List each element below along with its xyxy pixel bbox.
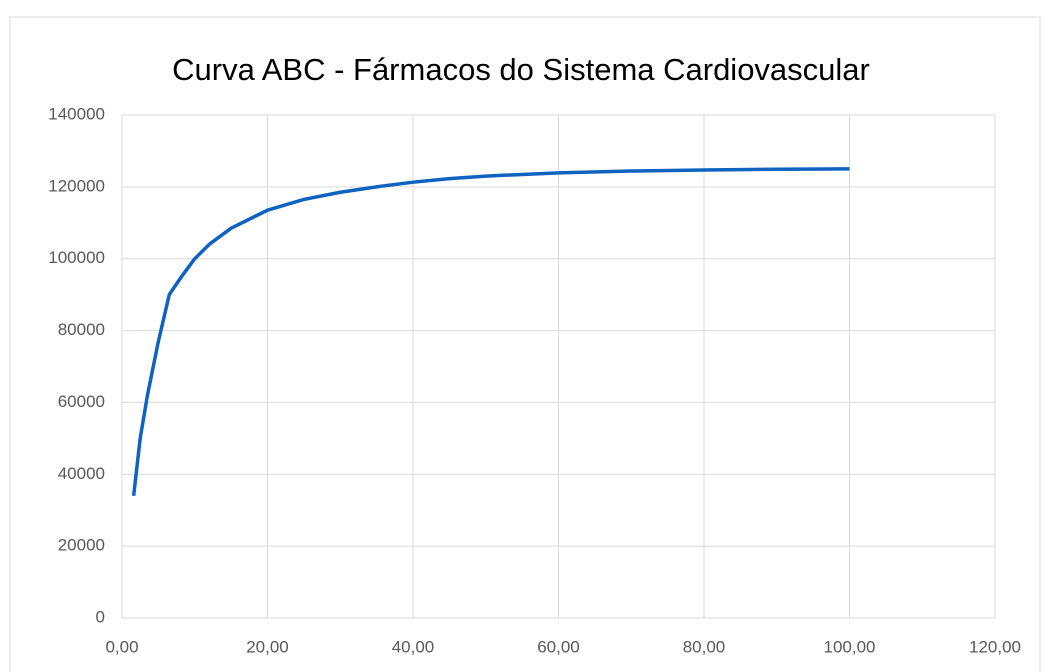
y-tick-label: 0 <box>96 607 105 626</box>
x-tick-label: 100,00 <box>824 637 876 656</box>
x-tick-label: 40,00 <box>392 637 435 656</box>
x-tick-label: 120,00 <box>969 637 1021 656</box>
y-tick-label: 20000 <box>58 536 105 555</box>
x-tick-label: 0,00 <box>105 637 138 656</box>
x-tick-label: 20,00 <box>246 637 289 656</box>
x-tick-label: 60,00 <box>537 637 580 656</box>
x-tick-label: 80,00 <box>683 637 726 656</box>
y-tick-label: 120000 <box>48 176 105 195</box>
y-tick-label: 40000 <box>58 464 105 483</box>
y-tick-label: 80000 <box>58 320 105 339</box>
y-tick-label: 100000 <box>48 248 105 267</box>
chart-title: Curva ABC - Fármacos do Sistema Cardiova… <box>172 52 870 87</box>
chart-border <box>9 16 1041 672</box>
y-tick-label: 140000 <box>48 104 105 123</box>
line-series <box>131 167 850 497</box>
y-tick-label: 60000 <box>58 392 105 411</box>
